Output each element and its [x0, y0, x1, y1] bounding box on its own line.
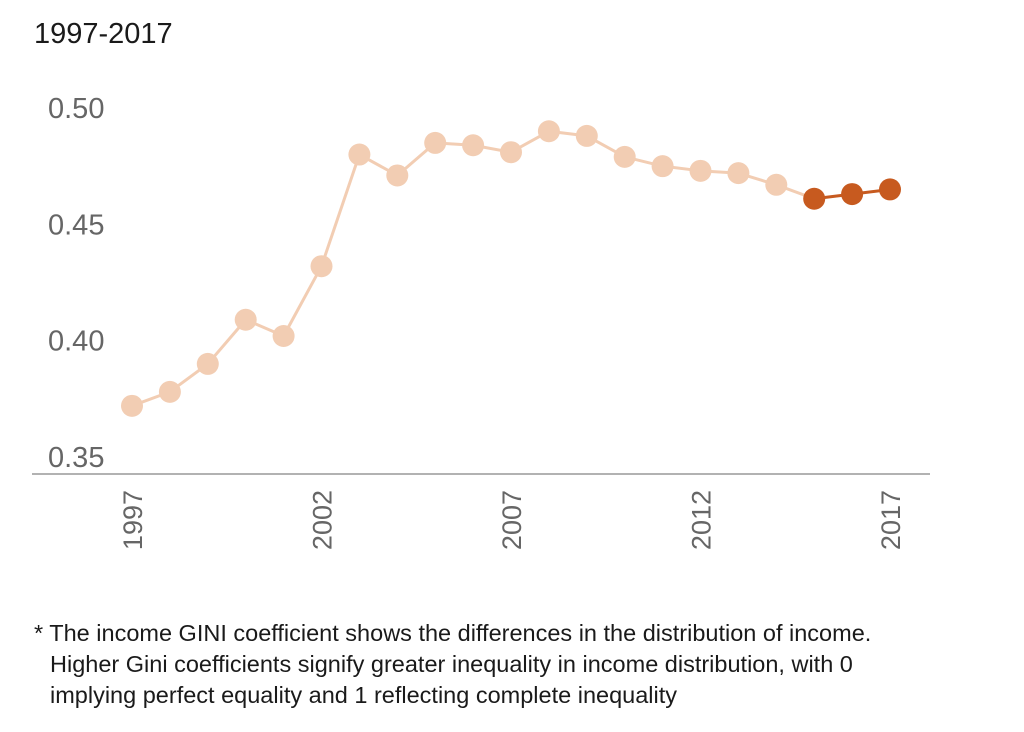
- series-lines: [130, 129, 892, 408]
- line-segment-2001: [282, 264, 323, 338]
- x-axis-ticks: 1997 2002 2007 2012 2017: [118, 490, 906, 550]
- x-tick-label-0: 1997: [118, 490, 148, 550]
- data-point-2005: [424, 131, 447, 154]
- data-point-1998: [158, 380, 181, 403]
- y-tick-label-2: 0.40: [48, 326, 104, 358]
- data-point-2004: [386, 164, 409, 187]
- data-point-2013: [727, 162, 750, 185]
- chart-title: 1997-2017: [34, 18, 173, 50]
- data-point-2012: [689, 159, 712, 182]
- gini-line-chart: 0.50 0.45 0.40 0.35 1997 2002 2007 2012 2017: [32, 93, 930, 550]
- x-tick-label-4: 2017: [876, 490, 906, 550]
- data-point-2017: [879, 178, 901, 201]
- x-tick-label-2: 2007: [497, 490, 527, 550]
- data-point-2010: [613, 145, 636, 168]
- data-point-2008: [537, 120, 560, 143]
- y-tick-label-3: 0.35: [48, 442, 104, 474]
- data-point-2009: [575, 124, 598, 147]
- data-point-2014: [765, 173, 788, 196]
- data-point-2006: [462, 134, 485, 157]
- data-point-1999: [196, 352, 219, 375]
- data-point-2002: [310, 255, 333, 278]
- y-tick-label-1: 0.45: [48, 209, 104, 241]
- data-point-2007: [500, 141, 522, 164]
- y-tick-label-0: 0.50: [48, 93, 104, 125]
- footnote-line-2: Higher Gini coefficients signify greater…: [50, 651, 853, 677]
- footnote-line-1: * The income GINI coefficient shows the …: [34, 620, 872, 646]
- x-tick-label-3: 2012: [687, 490, 717, 550]
- data-point-2003: [348, 143, 371, 166]
- data-point-2011: [651, 155, 674, 178]
- line-segment-2002: [320, 153, 361, 268]
- data-point-2015: [803, 187, 826, 210]
- data-point-2000: [234, 308, 257, 331]
- data-point-2001: [272, 325, 295, 348]
- data-point-1997: [121, 394, 143, 417]
- data-point-2016: [841, 183, 864, 206]
- series-points: [121, 120, 901, 417]
- footnote: * The income GINI coefficient shows the …: [34, 618, 1004, 711]
- x-tick-label-1: 2002: [308, 490, 338, 550]
- y-axis-ticks: 0.50 0.45 0.40 0.35: [48, 93, 104, 474]
- footnote-line-3: implying perfect equality and 1 reflecti…: [50, 682, 678, 708]
